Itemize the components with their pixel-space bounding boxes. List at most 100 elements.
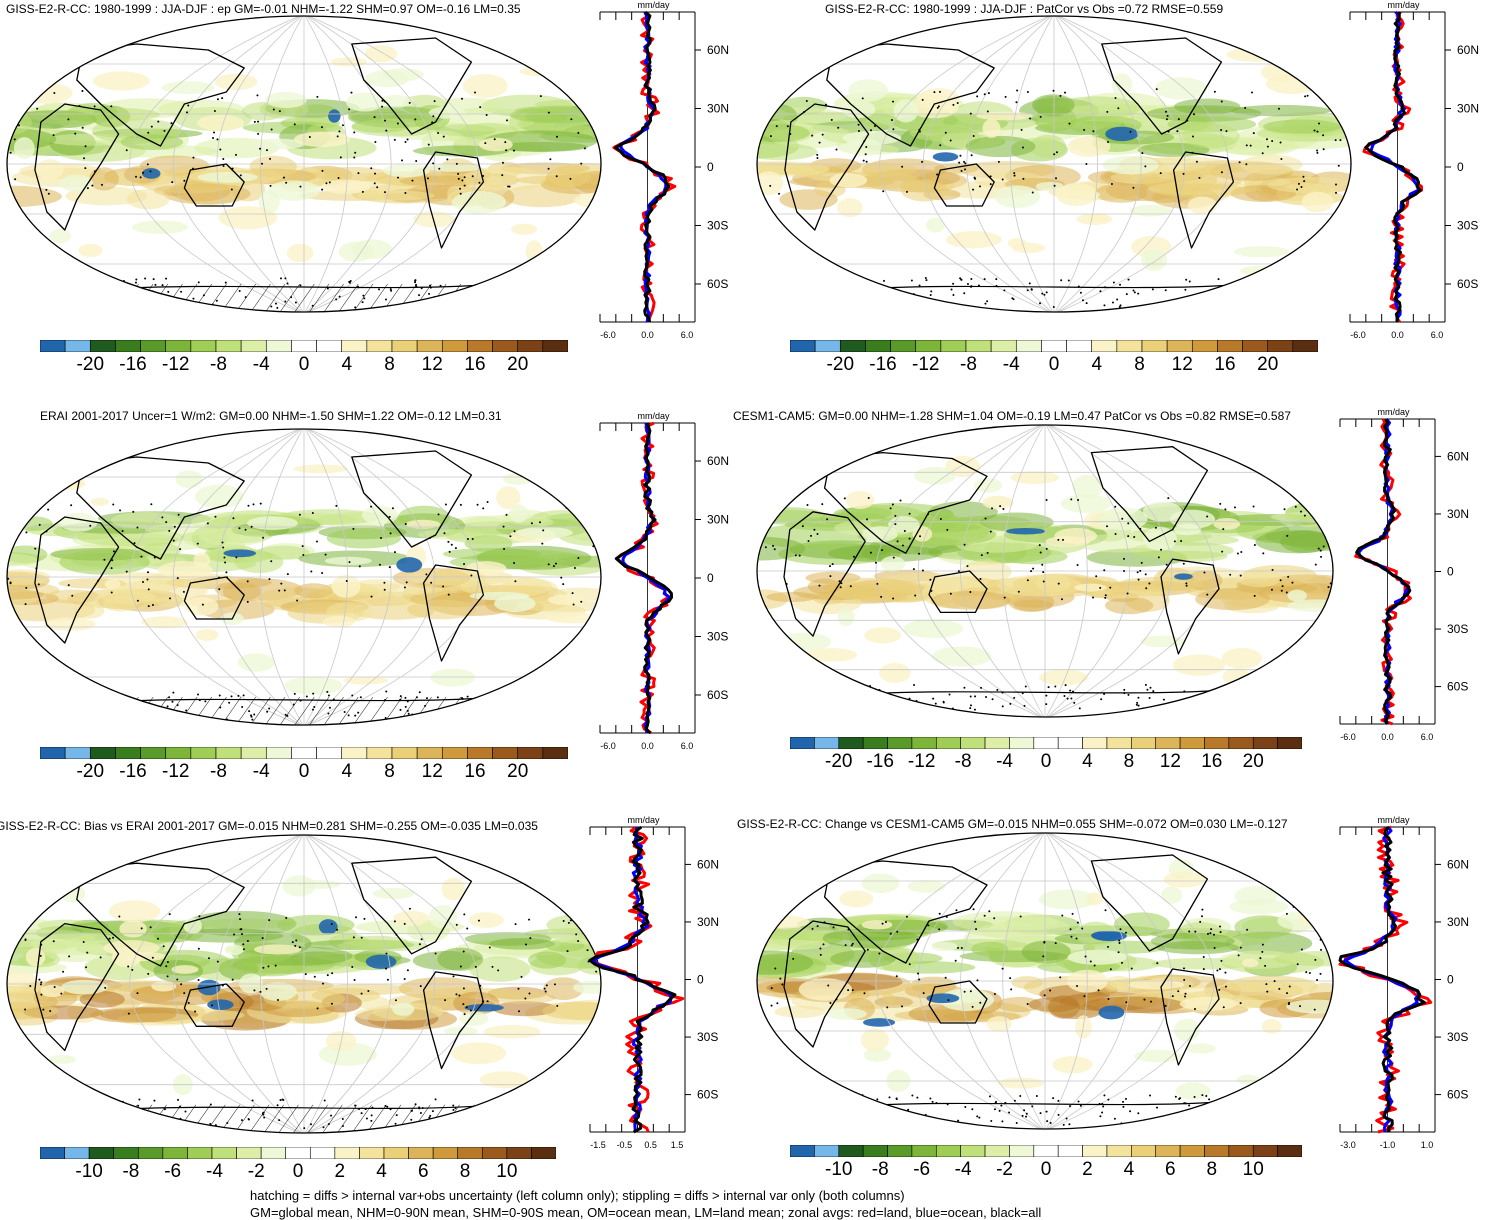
stipple-dot [1206, 932, 1209, 935]
stipple-dot [1019, 915, 1022, 918]
precip-anomaly-patch [382, 68, 424, 82]
stipple-dot [1028, 282, 1031, 285]
stipple-dot [979, 1001, 982, 1004]
stipple-dot [324, 553, 327, 556]
stipple-dot [1166, 114, 1169, 117]
stipple-dot [1001, 178, 1004, 181]
stipple-dot [1193, 113, 1196, 116]
colorbar-label: 2 [334, 1161, 346, 1182]
precip-anomaly-patch [546, 166, 591, 188]
stipple-dot [18, 909, 21, 912]
zonal-lat-tick: 30S [1457, 218, 1478, 232]
stipple-dot [1297, 182, 1300, 185]
stipple-dot [1155, 1106, 1158, 1109]
stipple-dot [1076, 985, 1079, 988]
stipple-dot [425, 573, 428, 576]
stipple-dot [166, 975, 169, 978]
colorbar-swatch [240, 340, 267, 352]
coastline [928, 980, 988, 1024]
colorbar-swatch [416, 340, 443, 352]
colorbar-swatch [531, 1147, 556, 1159]
stipple-dot [138, 1098, 141, 1101]
precip-anomaly-patch [171, 965, 199, 974]
precip-anomaly-patch [88, 167, 119, 191]
stipple-dot [1252, 505, 1255, 508]
stipple-dot [776, 1002, 779, 1005]
colorbar-swatch [839, 340, 866, 352]
stipple-dot [194, 1010, 197, 1013]
stipple-dot [1317, 496, 1320, 499]
stipple-dot [973, 708, 976, 711]
precip-anomaly-patch [757, 143, 818, 161]
zonal-value-tick: 6.0 [681, 330, 694, 340]
stipple-dot [1103, 569, 1106, 572]
stipple-dot [573, 567, 576, 570]
precip-anomaly-patch [1174, 98, 1241, 115]
stipple-dot [1062, 538, 1065, 541]
precip-anomaly-patch [864, 627, 902, 644]
stipple-dot [406, 138, 409, 141]
stipple-dot [302, 553, 305, 556]
stipple-dot [1316, 130, 1319, 133]
stipple-dot [984, 302, 987, 305]
colorbar-swatch [416, 747, 443, 759]
stipple-dot [844, 1121, 847, 1124]
stipple-dot [408, 907, 411, 910]
stipple-dot [1019, 1094, 1022, 1097]
stipple-dot [99, 956, 102, 959]
stipple-dot [1202, 955, 1205, 958]
stipple-dot [1089, 960, 1092, 963]
stipple-dot [1161, 706, 1164, 709]
colorbar-swatch [457, 1147, 483, 1159]
stipple-dot [405, 581, 408, 584]
stipple-dot [502, 1111, 505, 1114]
zonal-lat-tick: 60S [1457, 277, 1478, 291]
zonal-land-curve [615, 421, 670, 735]
stipple-dot [360, 992, 363, 995]
colorbar [790, 1145, 1302, 1157]
stipple-dot [239, 174, 242, 177]
stipple-dot [1296, 188, 1299, 191]
colorbar-swatch [211, 1147, 237, 1159]
stipple-dot [847, 928, 850, 931]
stipple-dot [477, 919, 480, 922]
stipple-dot [881, 922, 884, 925]
stipple-dot [1229, 687, 1232, 690]
stipple-dot [955, 909, 958, 912]
stipple-dot [388, 566, 391, 569]
stipple-dot [841, 695, 844, 698]
stipple-dot [197, 979, 200, 982]
precip-anomaly-patch [519, 66, 572, 77]
stipple-dot [279, 277, 282, 280]
stipple-dot [1130, 967, 1133, 970]
stipple-dot [1219, 925, 1222, 928]
stipple-dot [503, 548, 506, 551]
precip-anomaly-patch [863, 1048, 892, 1062]
stipple-dot [918, 284, 921, 287]
stipple-dot [1054, 685, 1057, 688]
colorbar-swatch [492, 747, 519, 759]
stipple-dot [1322, 545, 1325, 548]
stipple-dot [876, 582, 879, 585]
coastline [823, 860, 988, 964]
stipple-dot [1077, 499, 1080, 502]
colorbar-label: -12 [162, 761, 190, 782]
stipple-dot [509, 1112, 512, 1115]
stipple-dot [973, 176, 976, 179]
stipple-dot [142, 171, 145, 174]
stipple-dot [755, 181, 756, 183]
zonal-lat-tick: 30N [1447, 915, 1469, 929]
stipple-dot [1052, 306, 1055, 309]
stipple-dot [921, 569, 924, 572]
stipple-dot [1273, 980, 1276, 983]
precip-anomaly-patch [250, 138, 306, 150]
precip-anomaly-patch [326, 528, 402, 549]
precip-anomaly-patch [1032, 94, 1075, 116]
colorbar-label: 20 [1242, 751, 1264, 772]
stipple-dot [1102, 1105, 1105, 1108]
stipple-dot [1125, 293, 1128, 296]
stipple-dot [939, 90, 942, 93]
stipple-dot [1299, 1005, 1302, 1008]
stipple-dot [1222, 528, 1225, 531]
stipple-dot [1266, 145, 1269, 148]
